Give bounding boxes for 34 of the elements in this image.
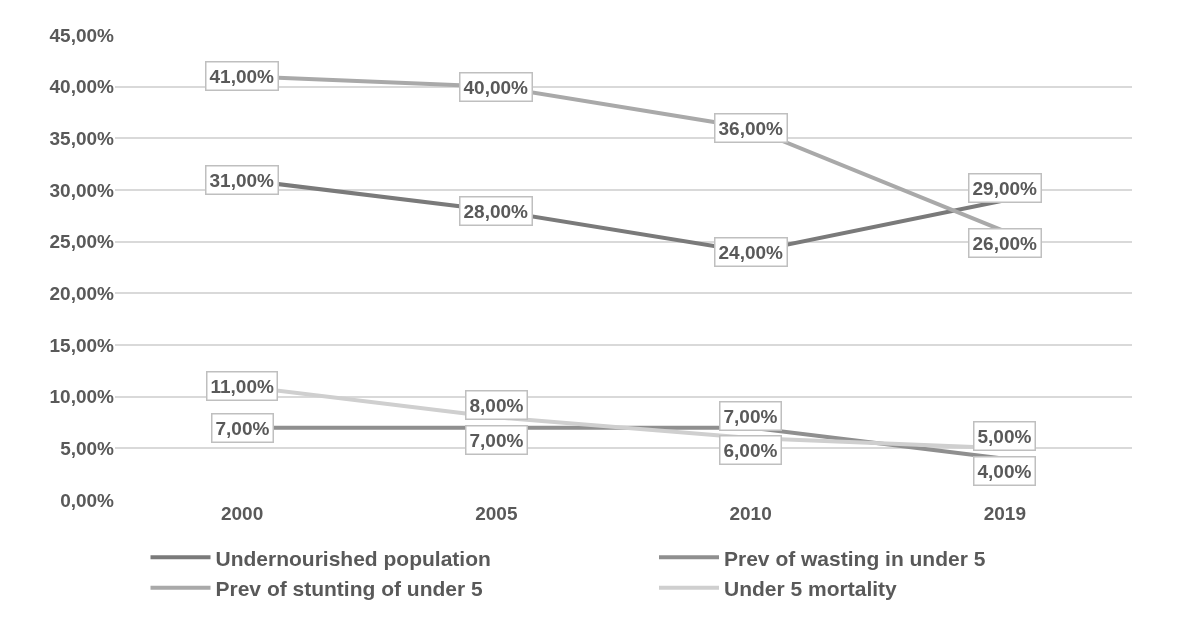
- y-tick-label: 10,00%: [49, 386, 115, 408]
- legend-label: Prev of wasting in under 5: [724, 546, 986, 570]
- x-tick-label: 2010: [729, 503, 772, 524]
- data-label: 7,00%: [469, 429, 524, 451]
- legend-label: Under 5 mortality: [724, 576, 898, 600]
- y-tick-label: 15,00%: [49, 334, 115, 356]
- y-tick-label: 25,00%: [49, 231, 115, 253]
- data-label: 41,00%: [209, 65, 275, 87]
- y-tick-label: 45,00%: [49, 24, 115, 46]
- x-tick-label: 2005: [475, 503, 518, 524]
- data-label: 7,00%: [723, 405, 778, 427]
- data-label: 29,00%: [972, 177, 1038, 199]
- data-label: 31,00%: [209, 169, 275, 191]
- y-tick-label: 0,00%: [60, 489, 115, 511]
- legend-label: Prev of stunting of under 5: [215, 576, 484, 600]
- data-label: 26,00%: [972, 232, 1038, 254]
- y-tick-label: 40,00%: [49, 76, 115, 98]
- x-tick-label: 2000: [220, 503, 264, 524]
- data-label: 24,00%: [718, 241, 784, 263]
- y-tick-label: 20,00%: [49, 282, 115, 304]
- data-label: 28,00%: [463, 200, 529, 222]
- y-tick-label: 30,00%: [49, 179, 115, 201]
- y-tick-label: 5,00%: [60, 437, 115, 459]
- legend-label: Undernourished population: [215, 546, 491, 570]
- data-label: 8,00%: [469, 394, 524, 416]
- data-label: 36,00%: [718, 117, 784, 139]
- data-label: 6,00%: [723, 439, 778, 461]
- data-label: 40,00%: [463, 76, 529, 98]
- data-label: 4,00%: [977, 460, 1032, 482]
- x-tick-label: 2019: [983, 503, 1027, 524]
- data-label: 5,00%: [977, 425, 1032, 447]
- y-tick-label: 35,00%: [49, 127, 115, 149]
- data-label: 11,00%: [210, 375, 274, 397]
- data-label: 7,00%: [215, 417, 270, 439]
